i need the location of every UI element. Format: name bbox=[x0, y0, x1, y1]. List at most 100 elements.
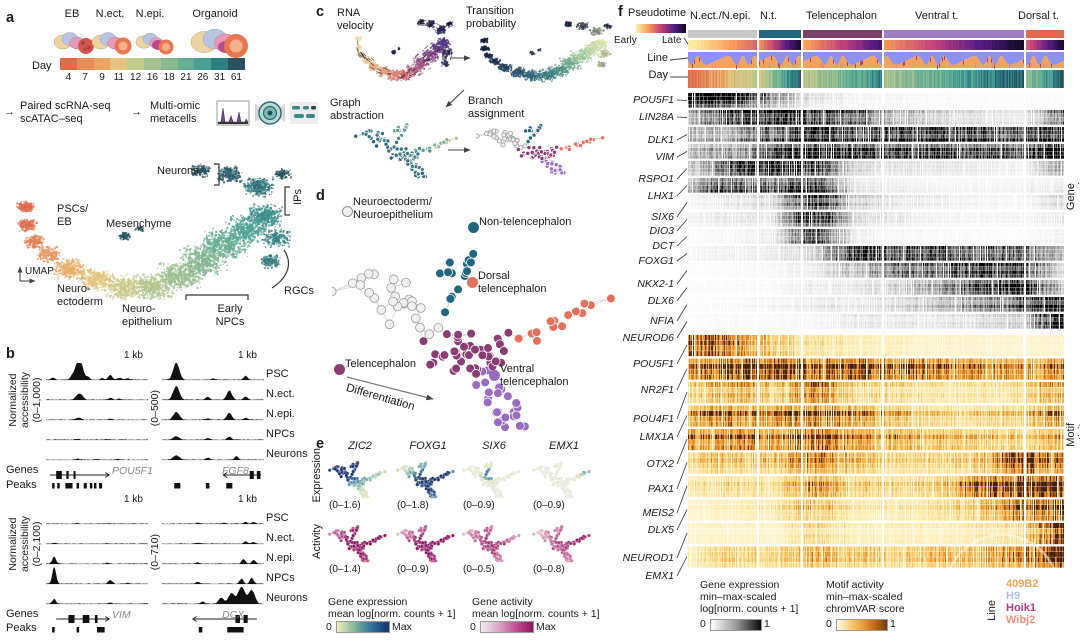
transition-probability-plot bbox=[476, 18, 616, 98]
panel-d-label: d bbox=[316, 188, 325, 204]
f-legend-expr-line2: min–max-scaled bbox=[700, 591, 777, 603]
b-gene-name-dcx: DCX bbox=[222, 609, 245, 621]
branch-assignment-plot bbox=[476, 108, 616, 180]
expr-gene-label-NFIA: NFIA bbox=[650, 315, 674, 327]
b-track-label-top-3: NPCs bbox=[266, 428, 295, 440]
branch-graph-plot bbox=[332, 198, 638, 444]
workflow-step2-label: Multi-omic metacells bbox=[150, 100, 201, 125]
day-tick-10: 61 bbox=[230, 72, 242, 83]
d-legend-label-3: Telencephalon bbox=[345, 358, 416, 370]
e-gene-title-1: FOXG1 bbox=[409, 440, 447, 452]
track-set-0 bbox=[46, 363, 148, 461]
track-set-3 bbox=[162, 521, 264, 605]
umap-label-pscs-eb: PSCs/ EB bbox=[57, 203, 89, 228]
b-scalebar-label-2: 1 kb bbox=[238, 350, 257, 361]
metacell-heatmap bbox=[688, 30, 1064, 571]
f-late-label: Late bbox=[662, 35, 682, 46]
panel-e-label: e bbox=[316, 436, 325, 452]
expr-gene-label-NKX2-1: NKX2-1 bbox=[637, 278, 674, 290]
gene-model-2 bbox=[56, 615, 110, 623]
expr-gene-label-VIM: VIM bbox=[655, 151, 674, 163]
f-line-legend-label: Line bbox=[986, 600, 998, 621]
day-tick-8: 26 bbox=[197, 72, 209, 83]
e-act-plot-FOXG1 bbox=[396, 514, 460, 566]
e-legend-expression-max: Max bbox=[392, 621, 412, 633]
gene-model-3 bbox=[192, 615, 257, 623]
d-legend-dot-0 bbox=[342, 206, 353, 217]
f-legend-expr-line3: log[norm. counts + 1] bbox=[700, 603, 799, 615]
e-gene-title-2: SIX6 bbox=[482, 440, 506, 452]
b-peaks-label-2: Peaks bbox=[6, 622, 37, 634]
expr-gene-label-RSPO1: RSPO1 bbox=[638, 173, 674, 185]
motif-gene-label-NR2F1: NR2F1 bbox=[640, 384, 674, 396]
day-colorbar-label: Day bbox=[32, 60, 52, 72]
e-expr-range-1: (0–1.8) bbox=[397, 500, 429, 511]
b-track-label-top-0: PSC bbox=[266, 368, 289, 380]
day-color-9 bbox=[211, 58, 229, 70]
day-tick-1: 7 bbox=[82, 72, 88, 83]
day-color-7 bbox=[177, 58, 195, 70]
e-legend-activity-title: Gene activity bbox=[472, 596, 533, 608]
panel-b-label: b bbox=[6, 346, 15, 362]
umap-axis-label: UMAP bbox=[25, 266, 54, 277]
motif-gene-label-EMX1: EMX1 bbox=[645, 570, 674, 582]
b-axis-label-4: (0–710) bbox=[149, 534, 161, 571]
workflow-arrow-2: → bbox=[131, 106, 142, 118]
f-legend-motif-line3: chromVAR score bbox=[826, 603, 905, 615]
e-row-label-expression: Expression bbox=[311, 448, 323, 503]
e-act-plot-SIX6 bbox=[462, 514, 526, 566]
d-legend-dot-3 bbox=[334, 364, 345, 375]
motif-gene-label-LMX1A: LMX1A bbox=[639, 431, 674, 443]
b-peaks-label-1: Peaks bbox=[6, 479, 37, 491]
workflow-step1-label: Paired scRNA-seq scATAC–seq bbox=[20, 100, 111, 125]
b-axis-label-2: (0–500) bbox=[149, 390, 161, 427]
motif-gene-label-NEUROD1: NEUROD1 bbox=[622, 552, 674, 564]
e-expr-plot-EMX1 bbox=[532, 450, 596, 502]
d-legend-label-0: Neuroectoderm/ Neuroepithelium bbox=[353, 196, 434, 221]
peaks-row-1 bbox=[174, 483, 233, 489]
expr-gene-label-DCT: DCT bbox=[652, 240, 674, 252]
day-tick-3: 11 bbox=[113, 72, 124, 83]
b-track-label-top-4: Neurons bbox=[266, 448, 308, 460]
e-gene-title-0: ZIC2 bbox=[348, 440, 372, 452]
e-legend-expression-title: Gene expression bbox=[328, 596, 408, 608]
b-scalebar-label-3: 1 kb bbox=[124, 494, 143, 505]
e-legend-expression-subtitle: mean log[norm. counts + 1] bbox=[328, 608, 456, 620]
e-expr-plot-FOXG1 bbox=[396, 450, 460, 502]
expr-gene-label-DIO3: DIO3 bbox=[649, 225, 674, 237]
b-scalebar-label-1: 1 kb bbox=[124, 350, 143, 361]
organoid-stage-icons bbox=[53, 29, 248, 58]
gene-model-0 bbox=[50, 471, 110, 479]
day-tick-9: 31 bbox=[214, 72, 226, 83]
day-color-2 bbox=[93, 58, 111, 70]
atac-track-icon bbox=[216, 100, 250, 126]
b-gene-name-pou5f1: POU5F1 bbox=[112, 465, 153, 477]
expr-gene-label-POU5F1: POU5F1 bbox=[633, 94, 674, 106]
rna-reads-icon bbox=[290, 102, 318, 124]
e-legend-activity-subtitle: mean log[norm. counts + 1] bbox=[472, 608, 600, 620]
f-group-header-2: Telencephalon bbox=[806, 10, 877, 22]
expr-gene-label-FOXG1: FOXG1 bbox=[638, 255, 674, 267]
b-gene-name-fgf8: FGF8 bbox=[222, 465, 249, 477]
f-line-connector bbox=[669, 57, 689, 61]
umap-label-rgcs: RGCs bbox=[284, 285, 314, 297]
e-expr-range-2: (0–0.9) bbox=[463, 500, 495, 511]
peaks-row-0 bbox=[52, 483, 103, 489]
b-track-label-top-2: N.epi. bbox=[266, 408, 295, 420]
track-set-1 bbox=[162, 363, 264, 461]
graph-abstraction-plot bbox=[354, 106, 468, 184]
e-expr-range-3: (0–0.9) bbox=[533, 500, 565, 511]
day-color-10 bbox=[228, 58, 246, 70]
day-color-5 bbox=[144, 58, 162, 70]
day-tick-0: 4 bbox=[65, 72, 72, 83]
f-day-row-label: Day bbox=[648, 69, 668, 81]
b-axis-label-3: Normalized accessibility (0–2,100) bbox=[7, 516, 43, 573]
e-activity-colorbar bbox=[480, 621, 534, 633]
peaks-row-3 bbox=[198, 627, 244, 633]
f-group-header-1: N.t. bbox=[760, 10, 778, 22]
e-act-range-2: (0–0.5) bbox=[463, 564, 495, 575]
day-color-6 bbox=[160, 58, 179, 70]
b-track-label-top-1: N.ect. bbox=[266, 388, 295, 400]
f-group-header-3: Ventral t. bbox=[915, 10, 959, 22]
